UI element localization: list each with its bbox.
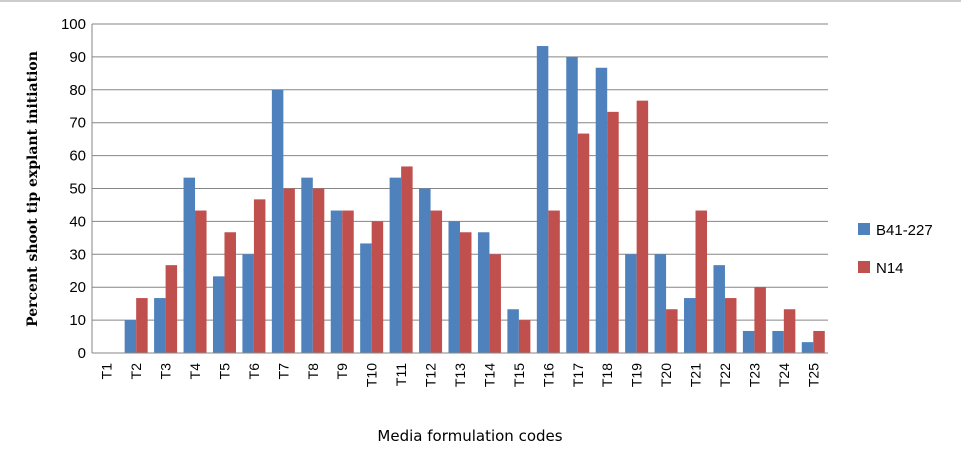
x-tick-label: T1 (99, 363, 115, 380)
legend-swatch (858, 261, 870, 273)
bar-b41-227-t6 (242, 254, 254, 353)
bar-b41-227-t2 (124, 320, 137, 353)
bar-b41-227-t12 (419, 188, 431, 353)
bar-b41-227-t19 (625, 254, 637, 353)
bar-n14-t7 (283, 188, 295, 353)
x-tick-labels: T1 T2 T3 T4 T5 T6 T7 T8 T9 T10 T11 T12 T13 T14 T15 T16 T… (99, 363, 822, 387)
legend-label: B41-227 (876, 222, 933, 239)
bar-b41-227-t25 (801, 342, 814, 353)
bar-b41-227-t11 (389, 177, 402, 353)
bar-n14-t19 (636, 100, 649, 353)
y-tick-label: 20 (69, 279, 86, 296)
y-tick-label: 100 (61, 16, 86, 33)
y-tick-labels: 0 10 20 30 40 50 60 70 80 90 100 (61, 16, 86, 362)
bar-n14-t20 (666, 309, 678, 353)
bar-b41-227-t5 (212, 276, 225, 353)
bar-n14-t13 (460, 232, 472, 353)
bar-b41-227-t9 (330, 210, 343, 353)
x-tick-label: T4 (187, 363, 203, 380)
legend-label: N14 (876, 260, 904, 277)
x-tick-label: T25 (805, 363, 821, 387)
bar-n14-t2 (136, 298, 148, 353)
bar-n14-t25 (813, 330, 825, 353)
x-tick-label: T7 (275, 363, 291, 380)
legend: B41-227 N14 (858, 222, 933, 277)
y-tick-label: 50 (69, 181, 86, 198)
bar-n14-t5 (224, 232, 236, 353)
x-tick-label: T5 (216, 363, 232, 380)
bar-n14-t10 (371, 221, 384, 353)
x-tick-label: T14 (481, 363, 497, 387)
bar-n14-t9 (342, 210, 354, 353)
legend-swatch (858, 223, 870, 235)
x-tick-label: T19 (629, 363, 645, 387)
bar-b41-227-t16 (536, 46, 549, 353)
y-tick-label: 0 (78, 345, 86, 362)
bar-n14-t12 (430, 210, 443, 353)
x-tick-label: T13 (452, 363, 468, 387)
bar-b41-227-t17 (566, 56, 578, 354)
y-tick-label: 30 (69, 246, 86, 263)
x-tick-label: T16 (540, 363, 556, 387)
bar-b41-227-t14 (477, 232, 490, 353)
x-tick-label: T11 (393, 363, 409, 386)
bar-b41-227-t20 (654, 254, 667, 353)
x-tick-label: T3 (158, 363, 174, 380)
bar-n14-t16 (548, 210, 560, 353)
bar-b41-227-t21 (684, 298, 696, 353)
axes (91, 24, 828, 354)
x-tick-label: T23 (746, 363, 762, 387)
x-tick-label: T9 (334, 363, 350, 380)
bar-n14-t21 (695, 210, 708, 353)
bar-n14-t14 (489, 254, 501, 353)
bar-b41-227-t24 (772, 330, 784, 353)
bar-b41-227-t10 (360, 243, 372, 353)
x-tick-label: T8 (305, 363, 321, 380)
bar-n14-t17 (577, 133, 590, 353)
bar-b41-227-t8 (301, 177, 313, 353)
y-tick-label: 60 (69, 148, 86, 165)
y-tick-label: 70 (69, 115, 86, 132)
y-axis-title: Percent shoot tip explant initiation (25, 51, 41, 327)
bar-b41-227-t23 (742, 330, 755, 353)
y-tick-label: 10 (69, 312, 86, 329)
y-tick-label: 90 (69, 49, 86, 66)
bar-n14-t11 (401, 166, 413, 353)
y-tick-label: 40 (69, 213, 86, 230)
bar-n14-t23 (754, 287, 766, 353)
y-tick-label: 80 (69, 82, 86, 99)
bar-b41-227-t4 (183, 177, 196, 353)
bar-b41-227-t3 (154, 298, 166, 353)
bar-n14-t8 (312, 188, 325, 353)
bar-b41-227-t18 (595, 67, 608, 353)
bar-n14-t4 (195, 210, 207, 353)
x-tick-label: T20 (658, 363, 674, 387)
x-tick-label: T17 (570, 363, 586, 387)
bar-b41-227-t13 (448, 221, 460, 353)
bar-n14-t22 (724, 298, 737, 353)
bar-n14-t24 (783, 309, 796, 353)
x-tick-label: T22 (717, 363, 733, 387)
x-tick-label: T18 (599, 363, 615, 387)
bar-b41-227-t15 (507, 309, 519, 353)
bar-n14-t6 (253, 199, 266, 353)
bar-n14-t15 (518, 320, 531, 353)
bars (124, 46, 825, 354)
bar-b41-227-t22 (713, 265, 725, 353)
bar-n14-t3 (165, 265, 178, 353)
bar-n14-t18 (607, 111, 619, 353)
x-tick-label: T2 (128, 363, 144, 380)
bar-b41-227-t7 (271, 89, 284, 354)
x-tick-label: T10 (364, 363, 380, 387)
x-tick-label: T24 (776, 363, 792, 387)
x-tick-label: T21 (688, 363, 704, 387)
x-axis-title: Media formulation codes (377, 427, 562, 445)
x-tick-label: T6 (246, 363, 262, 380)
x-tick-label: T12 (423, 363, 439, 387)
x-tick-label: T15 (511, 363, 527, 387)
